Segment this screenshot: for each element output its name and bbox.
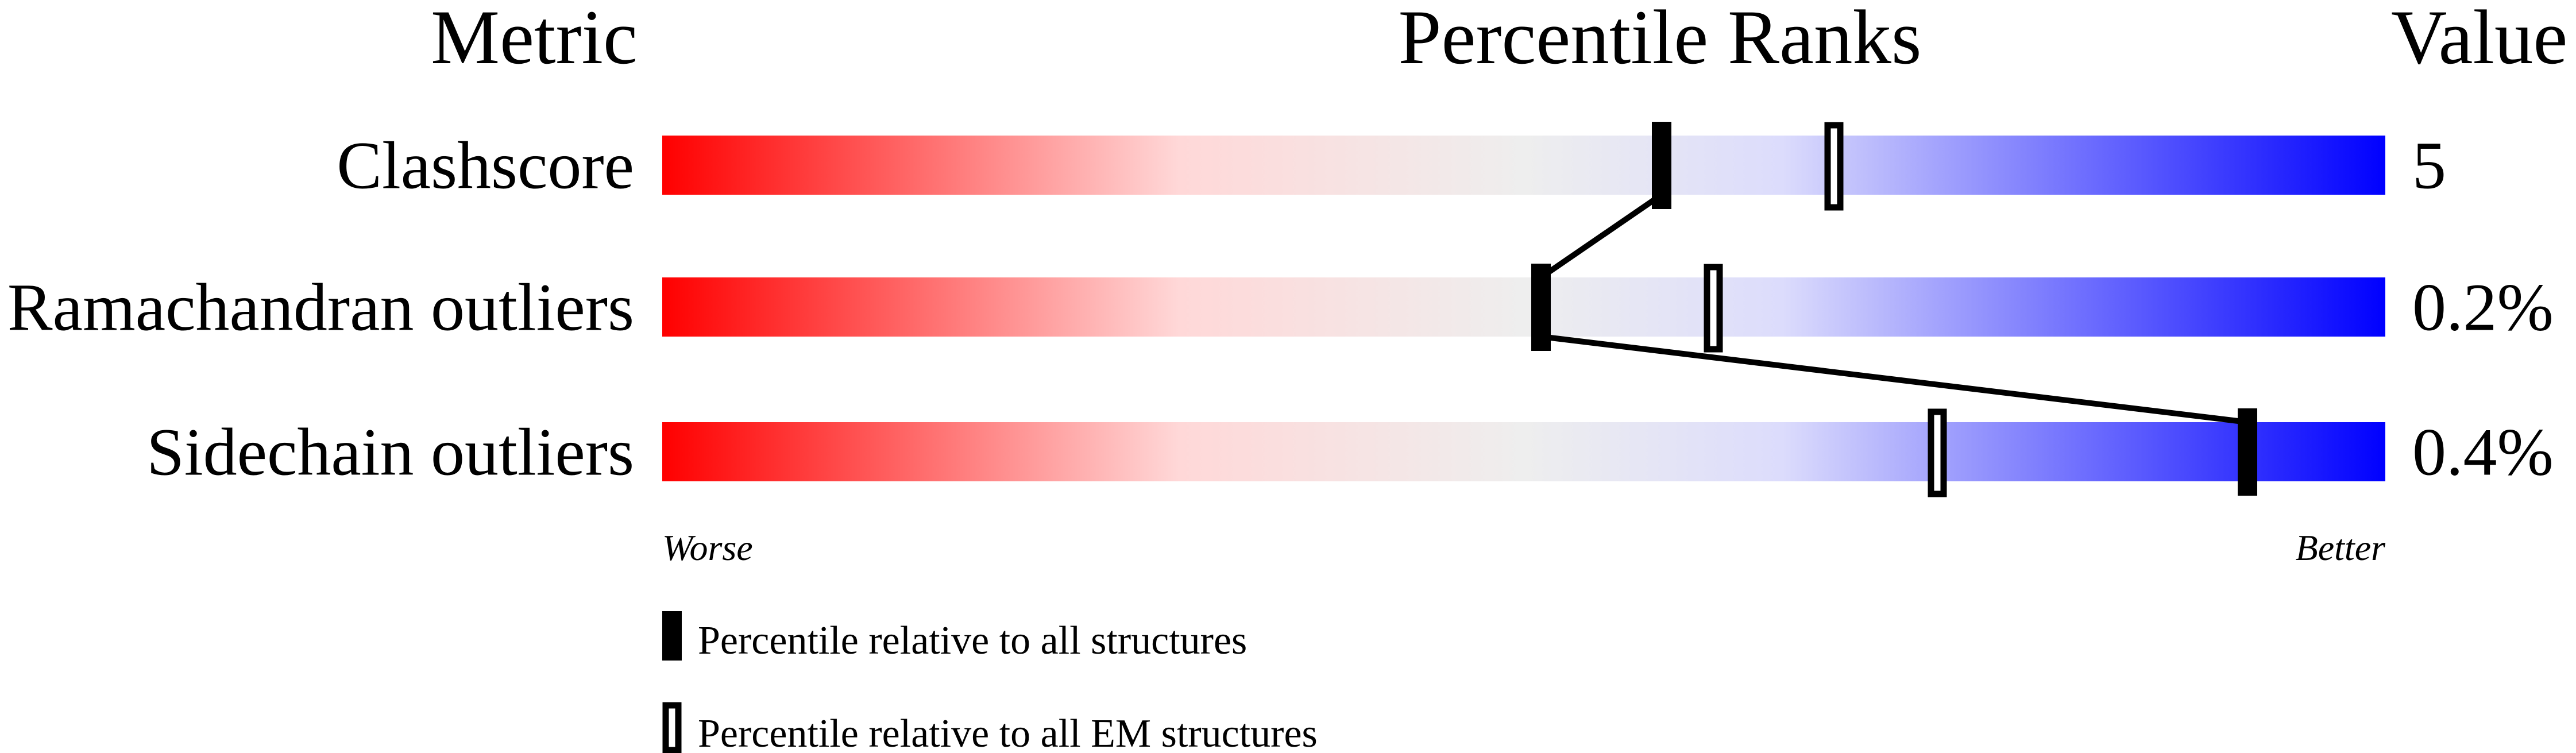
gradient-bar	[662, 136, 2385, 195]
connector-line	[1539, 192, 1663, 280]
header-value: Value	[2391, 0, 2567, 80]
legend-label-all: Percentile relative to all structures	[698, 619, 1247, 663]
metric-value: 5	[2412, 128, 2446, 203]
legend-marker-filled	[662, 611, 682, 661]
gradient-bar	[662, 277, 2385, 337]
legend-label-em: Percentile relative to all EM structures	[698, 712, 1318, 753]
legend-marker-open	[662, 702, 682, 753]
marker-em-percentile	[1928, 408, 1947, 497]
gradient-bar	[662, 422, 2385, 481]
marker-all-percentile	[2238, 408, 2257, 496]
connector-line	[1540, 334, 2248, 425]
metric-label: Clashscore	[337, 128, 634, 203]
header-percentile-ranks: Percentile Ranks	[1399, 0, 1922, 80]
header-metric: Metric	[431, 0, 638, 80]
marker-all-percentile	[1531, 264, 1551, 351]
marker-em-percentile	[1704, 264, 1723, 353]
metric-value: 0.4%	[2412, 415, 2554, 490]
metric-value: 0.2%	[2412, 270, 2554, 345]
metric-label: Sidechain outliers	[146, 415, 634, 490]
axis-label-better: Better	[2296, 527, 2386, 568]
marker-all-percentile	[1652, 122, 1671, 209]
marker-em-percentile	[1824, 122, 1844, 211]
axis-label-worse: Worse	[662, 527, 753, 568]
metric-label: Ramachandran outliers	[7, 270, 634, 345]
